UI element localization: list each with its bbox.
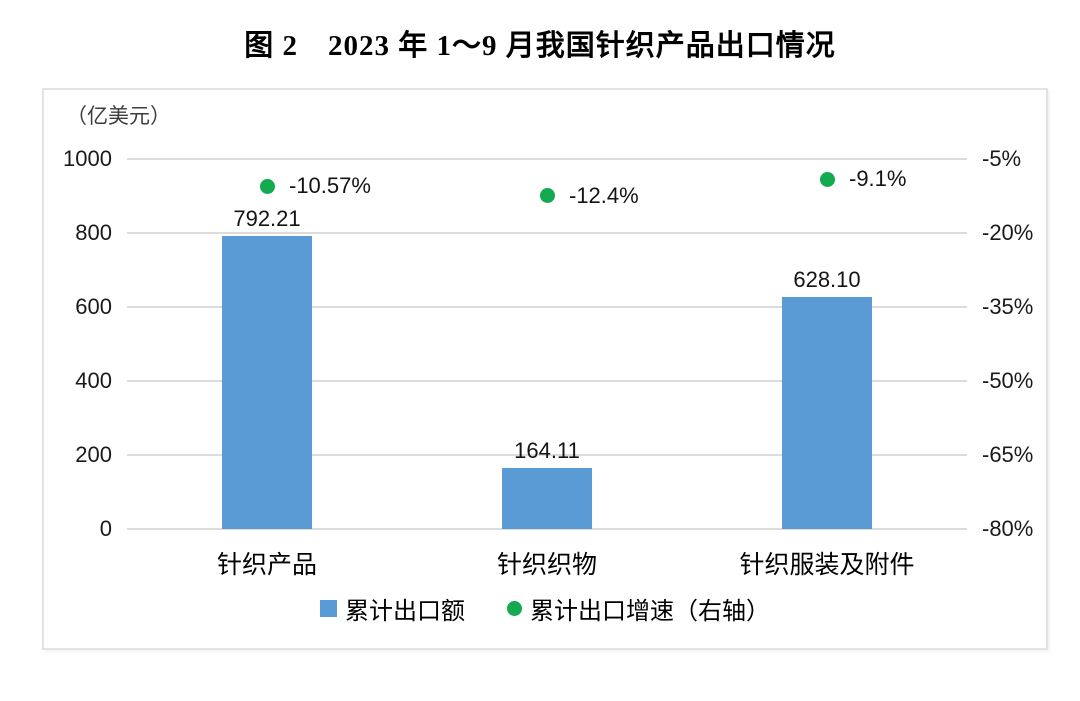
gridline	[127, 232, 967, 234]
legend: 累计出口额 累计出口增速（右轴）	[44, 590, 1046, 626]
gridline	[127, 528, 967, 530]
growth-dot-1	[539, 188, 555, 203]
bar-value-label: 628.10	[793, 266, 861, 292]
y-axis-left-tick: 1000	[63, 146, 112, 171]
legend-label-growth-rate: 累计出口增速（右轴）	[530, 598, 770, 625]
chart-container: （亿美元） 累计出口额 累计出口增速（右轴） 1000 -5% 800 -20% 600…	[42, 88, 1048, 650]
gridline	[127, 380, 967, 382]
gridline	[127, 158, 967, 160]
growth-value-label: -12.4%	[569, 182, 639, 208]
y-axis-right-tick: -65%	[982, 442, 1034, 467]
chart-title: 图 2 2023 年 1～9 月我国针织产品出口情况	[244, 30, 836, 62]
y-axis-right-tick: -5%	[982, 146, 1022, 171]
y-axis-left-tick: 200	[75, 442, 112, 467]
legend-item-export-value: 累计出口额	[320, 591, 465, 626]
left-axis-unit-label: （亿美元）	[66, 105, 171, 128]
growth-value-label: -10.57%	[289, 173, 371, 199]
legend-item-growth-rate: 累计出口增速（右轴）	[507, 591, 770, 626]
category-label-1: 针织织物	[496, 552, 597, 579]
y-axis-left-tick: 600	[75, 294, 112, 319]
bar-2	[782, 296, 872, 529]
bar-0	[222, 235, 312, 529]
y-axis-right-tick: -50%	[982, 368, 1034, 393]
category-label-0: 针织产品	[216, 552, 317, 579]
y-axis-right-tick: -20%	[982, 220, 1034, 245]
y-axis-right-tick: -80%	[982, 516, 1034, 541]
growth-dot-0	[259, 178, 275, 194]
growth-dot-2	[819, 171, 835, 187]
growth-value-label: -9.1%	[849, 166, 907, 192]
bar-series-swatch-icon	[320, 599, 337, 617]
gridline	[127, 306, 967, 308]
y-axis-left-tick: 400	[75, 368, 112, 393]
y-axis-right-tick: -35%	[982, 294, 1034, 319]
dot-series-swatch-icon	[507, 600, 522, 616]
bar-1	[502, 468, 592, 529]
y-axis-left-tick: 0	[99, 516, 112, 541]
bar-value-label: 164.11	[514, 438, 580, 464]
legend-label-export-value: 累计出口额	[345, 598, 465, 625]
bar-value-label: 792.21	[233, 205, 301, 231]
category-label-2: 针织服装及附件	[739, 552, 915, 579]
gridline	[127, 454, 967, 456]
y-axis-left-tick: 800	[75, 220, 112, 245]
